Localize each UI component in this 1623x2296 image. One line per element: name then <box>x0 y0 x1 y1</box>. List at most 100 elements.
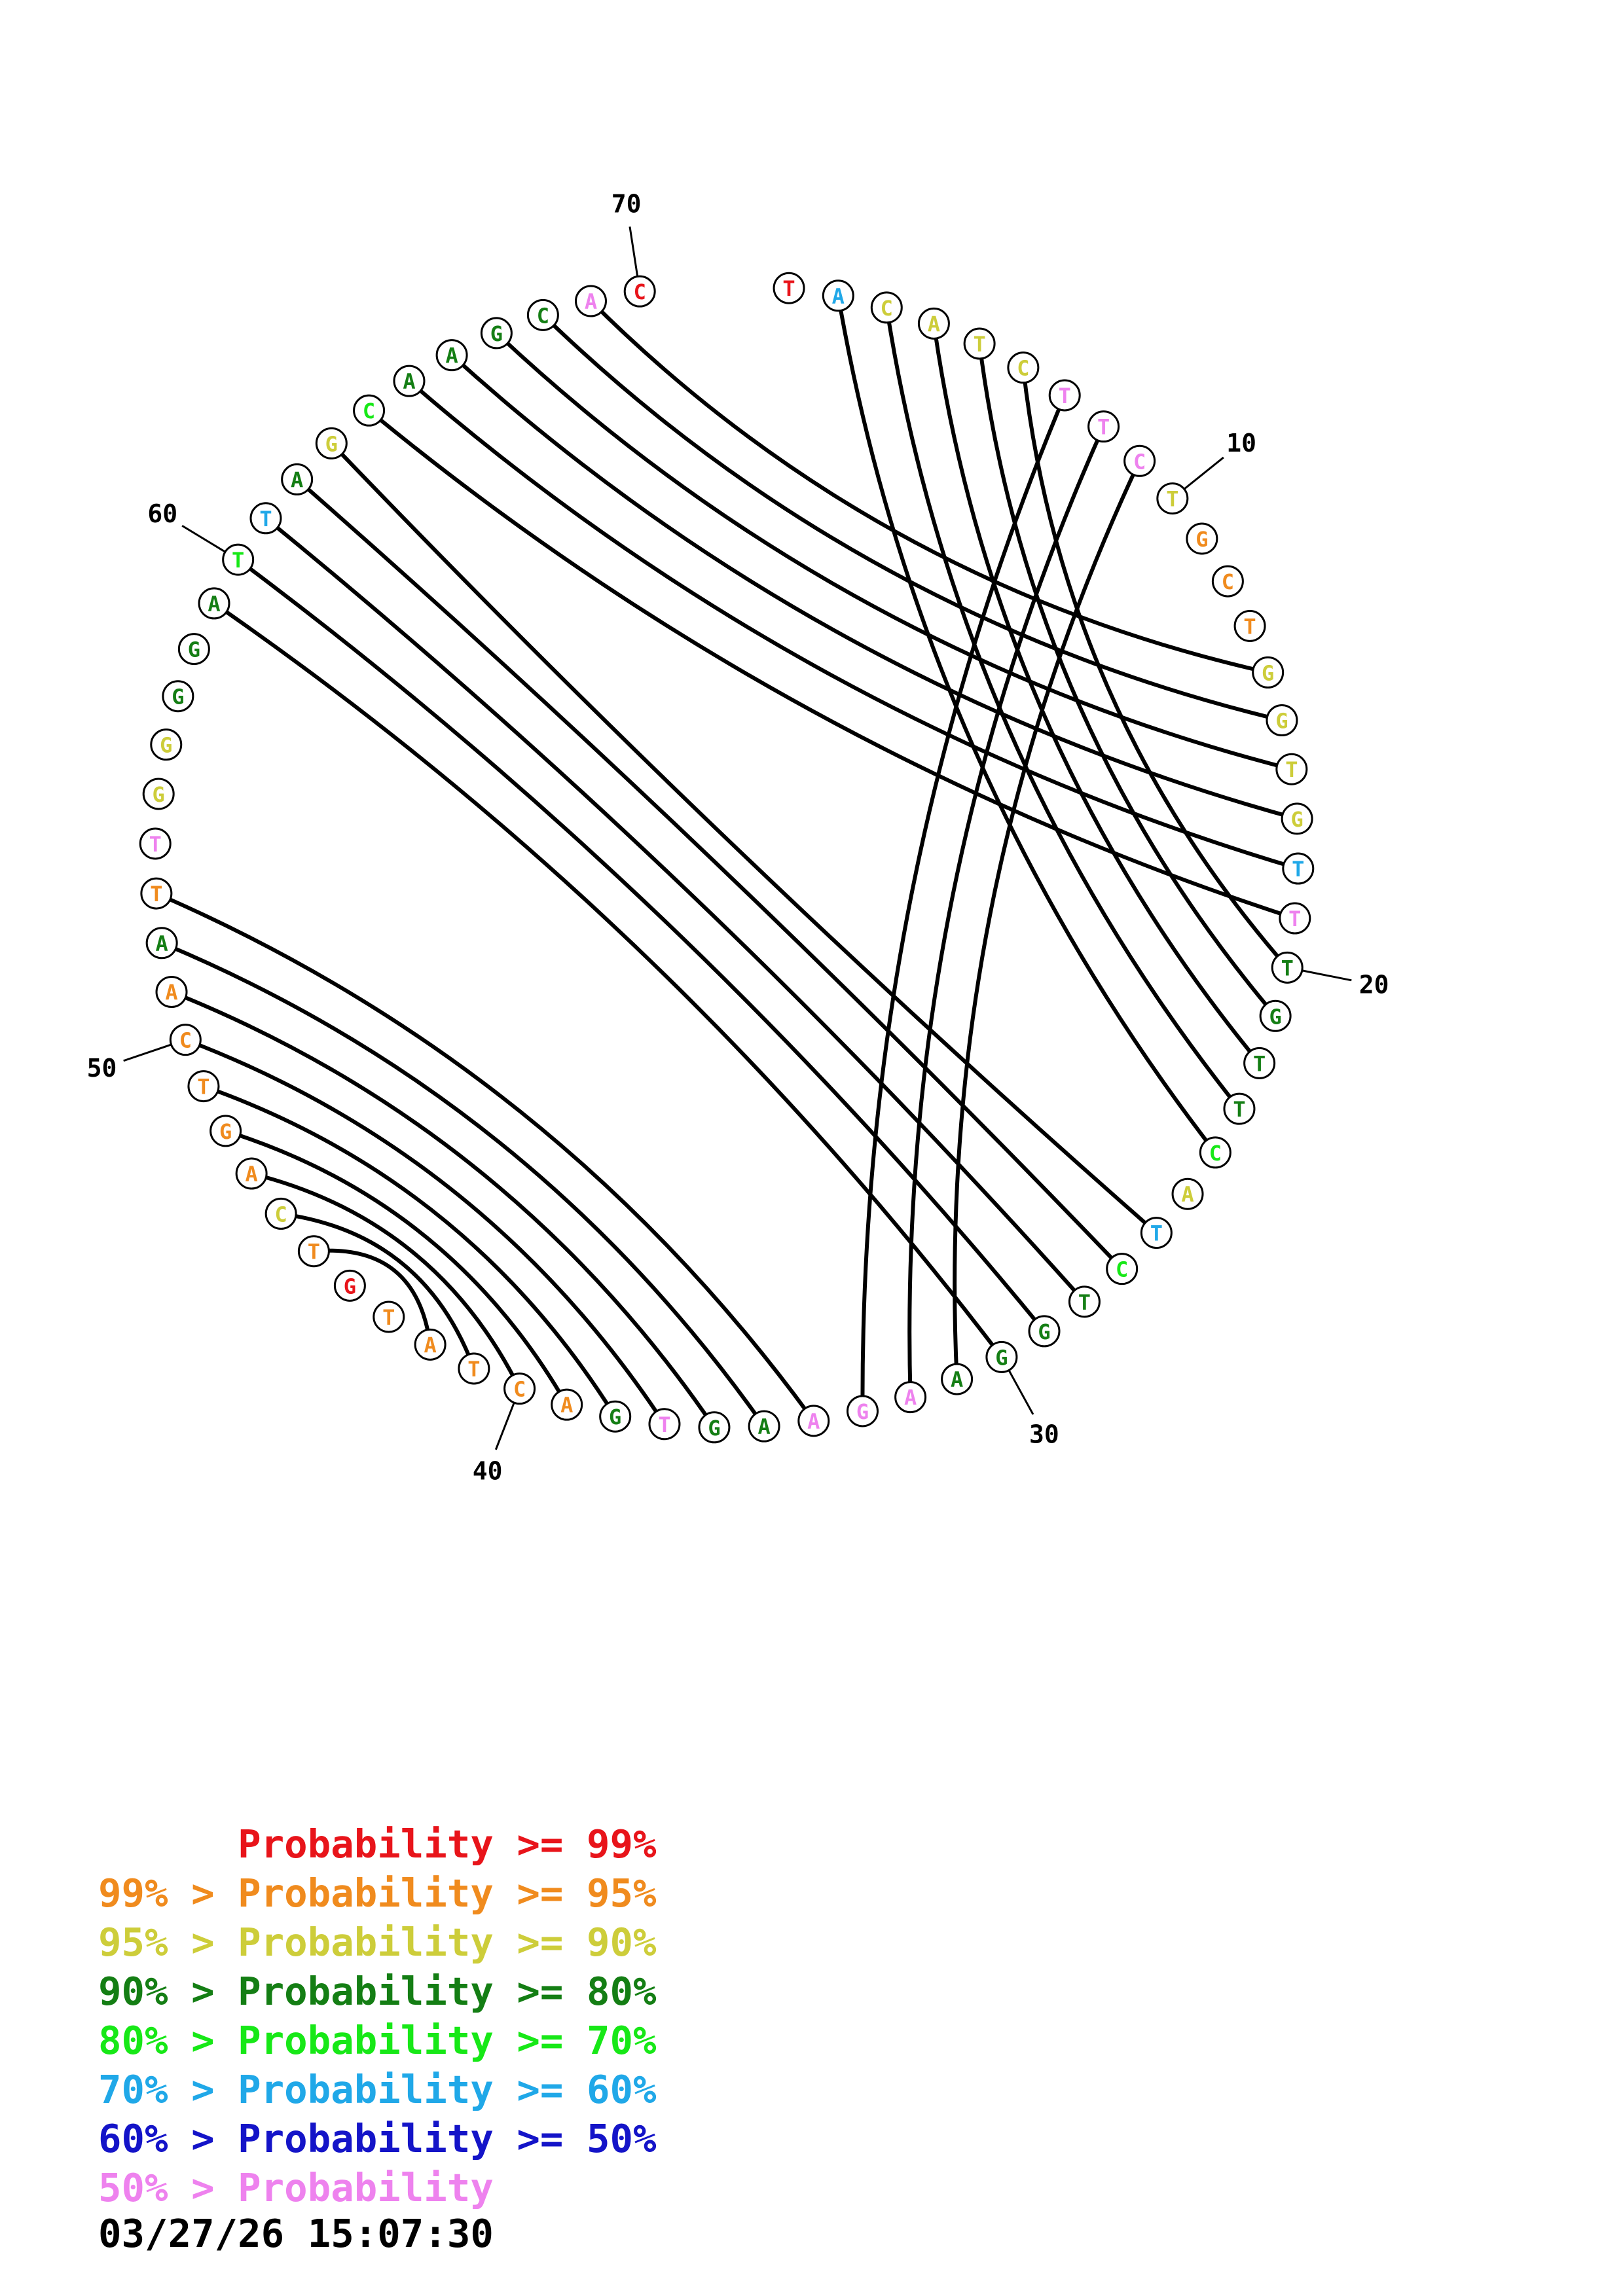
nucleotide-letter: A <box>807 1409 820 1434</box>
base-pair-arc <box>450 353 1298 821</box>
nucleotide-37: T <box>648 1408 681 1441</box>
nucleotide-letter: G <box>153 782 165 807</box>
nucleotide-circle <box>773 272 805 304</box>
nucleotide-36: G <box>698 1411 731 1444</box>
nucleotide-letter: T <box>782 276 795 301</box>
nucleotide-20: T <box>1271 951 1304 984</box>
nucleotide-circle <box>155 975 188 1008</box>
nucleotide-circle <box>169 1024 202 1056</box>
nucleotide-circle <box>235 1157 268 1190</box>
nucleotide-50: C <box>169 1024 202 1056</box>
base-pair-arc <box>330 442 1158 1234</box>
nucleotide-circle <box>575 285 608 317</box>
legend-prefix <box>98 1821 238 1867</box>
nucleotide-47: A <box>235 1157 268 1190</box>
nucleotide-58: G <box>177 633 210 666</box>
tick-label-20: 20 <box>1359 971 1389 999</box>
nucleotide-44: G <box>333 1269 366 1302</box>
legend-text: Probability >= 80% <box>238 1969 657 2014</box>
probability-legend: Probability >= 99% 99% > Probability >= 9… <box>98 1820 657 2212</box>
nucleotide-letter: T <box>308 1240 320 1265</box>
nucleotide-35: A <box>748 1410 780 1443</box>
nucleotide-51: A <box>155 975 188 1008</box>
nucleotide-letter: T <box>1078 1290 1091 1315</box>
nucleotide-30: G <box>985 1340 1018 1373</box>
nucleotide-letter: G <box>995 1345 1008 1370</box>
base-pair-arc <box>170 990 716 1429</box>
legend-row-yellow: 95% > Probability >= 90% <box>98 1918 657 1967</box>
nucleotide-letter: T <box>1166 487 1178 512</box>
nucleotide-circle <box>150 728 183 761</box>
nucleotide-12: C <box>1211 565 1244 598</box>
nucleotide-circle <box>623 275 656 308</box>
legend-row-sky: 70% > Probability >= 60% <box>98 2065 657 2114</box>
nucleotide-32: A <box>894 1381 927 1414</box>
nucleotide-13: T <box>1233 609 1266 642</box>
base-pair-arc <box>236 558 1046 1333</box>
nucleotide-circle <box>1171 1177 1204 1210</box>
nucleotide-circle <box>1259 999 1292 1032</box>
nucleotide-letter: G <box>1269 1004 1281 1029</box>
nucleotide-letter: C <box>275 1202 287 1227</box>
nucleotide-27: C <box>1106 1253 1139 1285</box>
nucleotide-circle <box>599 1400 632 1433</box>
tick-label-40: 40 <box>473 1456 503 1485</box>
nucleotide-circle <box>281 463 314 495</box>
base-pair-arc <box>185 1037 666 1426</box>
nucleotide-55: G <box>142 778 175 810</box>
base-pair-arc <box>213 601 1004 1359</box>
legend-row-pink: 50% > Probability <box>98 2163 657 2212</box>
nucleotide-circle <box>1211 565 1244 598</box>
nucleotide-letter: A <box>291 467 303 492</box>
nucleotide-circle <box>1068 1285 1101 1318</box>
base-pair-arc <box>884 307 1241 1110</box>
nucleotide-circle <box>210 1115 242 1147</box>
tick-line <box>494 1403 515 1450</box>
nucleotide-circle <box>963 327 996 360</box>
legend-row-dkgreen: 90% > Probability >= 80% <box>98 1967 657 2016</box>
nucleotide-64: C <box>353 394 386 427</box>
nucleotide-letter: T <box>1281 956 1294 980</box>
nucleotide-letter: T <box>1253 1051 1266 1076</box>
nucleotide-letter: G <box>1262 660 1274 685</box>
nucleotide-letter: G <box>1195 527 1208 552</box>
nucleotide-circle <box>1223 1092 1256 1125</box>
base-pair-arc <box>314 1248 433 1345</box>
nucleotide-circle <box>797 1405 830 1437</box>
nucleotide-letter: A <box>165 980 177 1005</box>
nucleotide-letter: G <box>219 1119 232 1144</box>
nucleotide-circle <box>1275 753 1308 785</box>
tick-line <box>1184 456 1224 490</box>
nucleotide-circle <box>1140 1217 1173 1249</box>
nucleotide-59: A <box>198 587 230 620</box>
nucleotide-circle <box>139 827 172 860</box>
legend-prefix: 80% > <box>98 2018 238 2063</box>
nucleotide-letter: G <box>609 1405 621 1429</box>
nucleotide-letter: G <box>1290 807 1303 832</box>
base-pair-arc <box>495 331 1292 772</box>
tick-line <box>1008 1370 1034 1415</box>
nucleotide-48: G <box>210 1115 242 1147</box>
nucleotide-45: T <box>297 1235 330 1268</box>
legend-row-red: Probability >= 99% <box>98 1820 656 1869</box>
base-pair-arc <box>367 408 1296 920</box>
nucleotide-letter: T <box>150 882 162 906</box>
nucleotide-66: A <box>435 339 468 372</box>
legend-text: Probability <box>238 2165 494 2210</box>
nucleotide-circle <box>187 1070 220 1103</box>
nucleotide-letter: T <box>197 1075 210 1100</box>
nucleotide-38: G <box>599 1400 632 1433</box>
legend-row-blue: 60% > Probability >= 50% <box>98 2114 657 2163</box>
base-pair-arc <box>225 1129 569 1406</box>
nucleotide-letter: C <box>1017 356 1029 381</box>
nucleotide-circle <box>393 365 426 397</box>
nucleotide-circle <box>822 279 854 312</box>
nucleotide-letter: A <box>928 312 940 336</box>
nucleotide-letter: G <box>1275 709 1288 734</box>
nucleotide-16: T <box>1275 753 1308 785</box>
nucleotide-circle <box>264 1197 297 1230</box>
nucleotide-7: T <box>1048 379 1081 412</box>
nucleotide-circle <box>1123 444 1156 477</box>
nucleotide-53: T <box>140 877 173 910</box>
nucleotide-letter: A <box>445 344 458 368</box>
